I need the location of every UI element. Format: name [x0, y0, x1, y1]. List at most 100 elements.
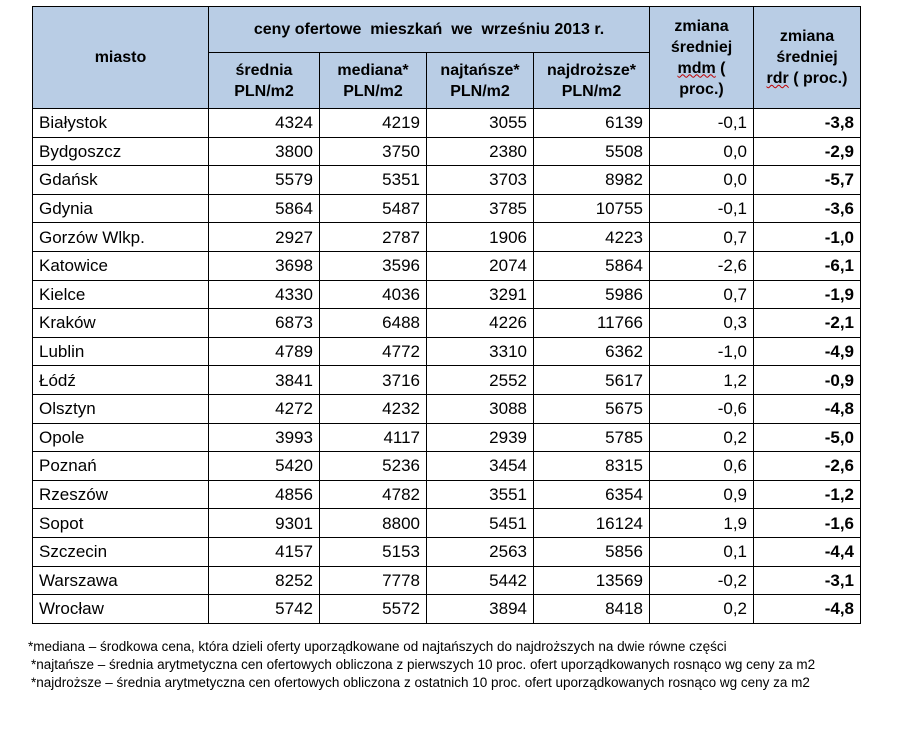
col-header-median: mediana* PLN/m2 — [319, 52, 427, 109]
col-header-rdr: zmiana średniej rdr ( proc.) — [753, 6, 861, 109]
cell-city: Katowice — [32, 250, 209, 281]
cell-city: Kraków — [32, 308, 209, 338]
table-row: Łódź 3841 3716 2552 5617 1,2 -0,9 — [32, 365, 861, 395]
cell-mdm: -0,2 — [649, 565, 754, 596]
table-row: Olsztyn 4272 4232 3088 5675 -0,6 -4,8 — [32, 393, 861, 424]
cell-median: 5236 — [319, 451, 427, 481]
cell-avg: 5420 — [208, 451, 320, 481]
cell-cheapest: 3454 — [426, 451, 534, 481]
cell-priciest: 13569 — [533, 565, 650, 596]
cell-median: 3750 — [319, 136, 427, 167]
cell-cheapest: 4226 — [426, 308, 534, 338]
footnote-priciest: *najdroższe – średnia arytmetyczna cen o… — [31, 675, 810, 690]
cell-mdm: 0,1 — [649, 536, 754, 567]
cell-mdm: 0,7 — [649, 279, 754, 310]
cell-rdr: -3,1 — [753, 565, 861, 596]
cell-rdr: -4,4 — [753, 536, 861, 567]
cell-priciest: 6362 — [533, 336, 650, 367]
cell-avg: 5579 — [208, 165, 320, 195]
cell-mdm: 1,2 — [649, 365, 754, 395]
cell-rdr: -2,6 — [753, 451, 861, 481]
table-row: Lublin 4789 4772 3310 6362 -1,0 -4,9 — [32, 336, 861, 367]
cell-priciest: 5864 — [533, 250, 650, 281]
cell-priciest: 5508 — [533, 136, 650, 167]
cell-median: 5572 — [319, 594, 427, 624]
cell-mdm: -0,6 — [649, 393, 754, 424]
cell-priciest: 8315 — [533, 451, 650, 481]
cell-avg: 6873 — [208, 308, 320, 338]
cell-city: Szczecin — [32, 536, 209, 567]
cell-city: Rzeszów — [32, 479, 209, 510]
footnote-median: *mediana – środkowa cena, która dzieli o… — [28, 639, 727, 654]
cell-city: Gdańsk — [32, 165, 209, 195]
cell-cheapest: 3291 — [426, 279, 534, 310]
cell-rdr: -0,9 — [753, 365, 861, 395]
cell-cheapest: 2552 — [426, 365, 534, 395]
cell-city: Łódź — [32, 365, 209, 395]
cell-city: Poznań — [32, 451, 209, 481]
cell-avg: 4157 — [208, 536, 320, 567]
table-row: Gdańsk 5579 5351 3703 8982 0,0 -5,7 — [32, 165, 861, 195]
cell-cheapest: 2380 — [426, 136, 534, 167]
col-header-mdm: zmiana średniej mdm ( proc.) — [649, 6, 754, 109]
table-row: Kraków 6873 6488 4226 11766 0,3 -2,1 — [32, 308, 861, 338]
cell-rdr: -6,1 — [753, 250, 861, 281]
cell-cheapest: 3088 — [426, 393, 534, 424]
cell-median: 4036 — [319, 279, 427, 310]
cell-priciest: 6354 — [533, 479, 650, 510]
cell-median: 5487 — [319, 193, 427, 224]
cell-priciest: 11766 — [533, 308, 650, 338]
table-row: Bydgoszcz 3800 3750 2380 5508 0,0 -2,9 — [32, 136, 861, 167]
cell-cheapest: 2563 — [426, 536, 534, 567]
table-row: Opole 3993 4117 2939 5785 0,2 -5,0 — [32, 422, 861, 453]
cell-mdm: 0,7 — [649, 222, 754, 252]
cell-city: Lublin — [32, 336, 209, 367]
cell-rdr: -4,8 — [753, 594, 861, 624]
cell-avg: 3698 — [208, 250, 320, 281]
cell-rdr: -1,6 — [753, 508, 861, 538]
cell-priciest: 8418 — [533, 594, 650, 624]
cell-rdr: -1,0 — [753, 222, 861, 252]
cell-city: Warszawa — [32, 565, 209, 596]
cell-city: Białystok — [32, 108, 209, 138]
cell-median: 5351 — [319, 165, 427, 195]
cell-avg: 4330 — [208, 279, 320, 310]
cell-mdm: -0,1 — [649, 108, 754, 138]
cell-rdr: -5,7 — [753, 165, 861, 195]
cell-city: Olsztyn — [32, 393, 209, 424]
cell-mdm: -1,0 — [649, 336, 754, 367]
table-row: Kielce 4330 4036 3291 5986 0,7 -1,9 — [32, 279, 861, 310]
cell-rdr: -3,8 — [753, 108, 861, 138]
cell-avg: 5742 — [208, 594, 320, 624]
cell-mdm: 0,3 — [649, 308, 754, 338]
table-row: Sopot 9301 8800 5451 16124 1,9 -1,6 — [32, 508, 861, 538]
cell-rdr: -1,2 — [753, 479, 861, 510]
cell-avg: 8252 — [208, 565, 320, 596]
cell-mdm: -2,6 — [649, 250, 754, 281]
table-row: Gorzów Wlkp. 2927 2787 1906 4223 0,7 -1,0 — [32, 222, 861, 252]
cell-priciest: 5675 — [533, 393, 650, 424]
cell-city: Gdynia — [32, 193, 209, 224]
cell-avg: 3993 — [208, 422, 320, 453]
cell-rdr: -5,0 — [753, 422, 861, 453]
cell-median: 4219 — [319, 108, 427, 138]
cell-median: 8800 — [319, 508, 427, 538]
cell-mdm: 0,6 — [649, 451, 754, 481]
footnote-cheapest: *najtańsze – średnia arytmetyczna cen of… — [31, 657, 816, 672]
cell-avg: 3800 — [208, 136, 320, 167]
cell-rdr: -2,9 — [753, 136, 861, 167]
cell-median: 4782 — [319, 479, 427, 510]
cell-city: Kielce — [32, 279, 209, 310]
cell-rdr: -3,6 — [753, 193, 861, 224]
col-header-priciest: najdroższe* PLN/m2 — [533, 52, 650, 109]
cell-median: 2787 — [319, 222, 427, 252]
cell-city: Sopot — [32, 508, 209, 538]
cell-priciest: 6139 — [533, 108, 650, 138]
cell-cheapest: 5451 — [426, 508, 534, 538]
cell-rdr: -4,9 — [753, 336, 861, 367]
cell-median: 4232 — [319, 393, 427, 424]
cell-cheapest: 3703 — [426, 165, 534, 195]
cell-mdm: 1,9 — [649, 508, 754, 538]
cell-cheapest: 2939 — [426, 422, 534, 453]
cell-mdm: 0,2 — [649, 594, 754, 624]
